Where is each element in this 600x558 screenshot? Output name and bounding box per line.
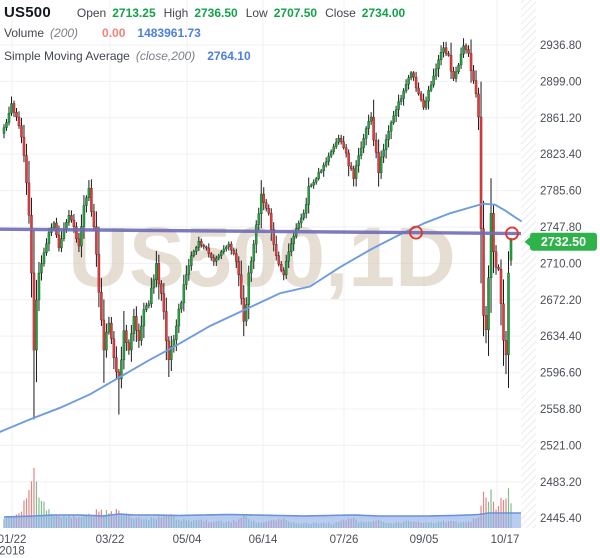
sma-value: 2764.10 — [207, 49, 251, 63]
trendline[interactable] — [0, 227, 522, 236]
current-price-value: 2732.50 — [541, 235, 586, 249]
price-tick-label: 2823.40 — [540, 149, 582, 161]
candles-layer — [2, 38, 513, 420]
symbol-title: US500 — [4, 4, 51, 21]
date-tick-label: 06/14 — [249, 534, 278, 546]
sma-line[interactable] — [0, 202, 522, 433]
high-label: High — [163, 6, 189, 20]
close-value: 2734.00 — [361, 6, 406, 20]
price-tick-label: 2596.60 — [540, 368, 582, 380]
future-area-hatch — [521, 0, 536, 528]
price-tick-label: 2936.80 — [540, 40, 582, 52]
low-label: Low — [245, 6, 268, 20]
open-value: 2713.25 — [112, 6, 156, 20]
price-tick-label: 2445.40 — [540, 513, 582, 525]
price-tick-label: 2672.20 — [540, 295, 582, 307]
grid-layer — [0, 0, 521, 528]
legend-sma-row[interactable]: Simple Moving Average (close,200) 2764.1… — [4, 50, 405, 62]
volume-ma-line — [3, 512, 521, 518]
price-tick-label: 2861.20 — [540, 113, 582, 125]
legend-symbol-row[interactable]: US500 Open 2713.25 High 2736.50 Low 2707… — [4, 5, 405, 20]
volume-indicator-params: (200) — [50, 26, 79, 40]
date-tick-label: 05/04 — [173, 534, 202, 546]
price-tick-label: 2521.00 — [540, 440, 582, 452]
date-tick-label: 03/22 — [96, 534, 125, 546]
price-tick-label: 2785.60 — [540, 186, 582, 198]
price-tick-label: 2483.20 — [540, 477, 582, 489]
sma-indicator-params: (close,200) — [135, 49, 196, 63]
symbol-watermark: US500,1D — [68, 210, 456, 304]
price-tick-label: 2558.80 — [540, 404, 582, 416]
high-value: 2736.50 — [194, 6, 238, 20]
low-value: 2707.50 — [273, 6, 318, 20]
legend-volume-row[interactable]: Volume (200) 0.00 1483961.73 — [4, 27, 405, 39]
date-tick-sublabel: 2018 — [0, 546, 25, 558]
date-tick-label: 01/22 — [0, 534, 26, 546]
price-tick-label: 2899.00 — [540, 76, 582, 88]
price-tick-label: 2747.80 — [540, 222, 582, 234]
volume-value-1: 0.00 — [102, 26, 126, 40]
price-axis[interactable]: 2936.80 2899.00 2861.20 2823.40 2785.60 2747.… — [540, 40, 582, 525]
current-price-tag: 2732.50 — [524, 232, 597, 251]
trendline-handle[interactable] — [409, 225, 423, 240]
sma-indicator-label: Simple Moving Average — [4, 49, 130, 63]
trendline-handle[interactable] — [505, 226, 519, 241]
volume-indicator-label: Volume — [4, 26, 45, 40]
date-tick-label: 10/17 — [491, 534, 520, 546]
close-label: Close — [325, 6, 356, 20]
chart-legend: US500 Open 2713.25 High 2736.50 Low 2707… — [4, 3, 405, 62]
volume-value-2: 1483961.73 — [137, 26, 201, 40]
price-tick-label: 2710.00 — [540, 258, 582, 270]
open-label: Open — [76, 6, 107, 20]
date-tick-label: 09/05 — [410, 534, 439, 546]
price-tick-label: 2634.40 — [540, 331, 582, 343]
date-tick-label: 07/26 — [330, 534, 359, 546]
